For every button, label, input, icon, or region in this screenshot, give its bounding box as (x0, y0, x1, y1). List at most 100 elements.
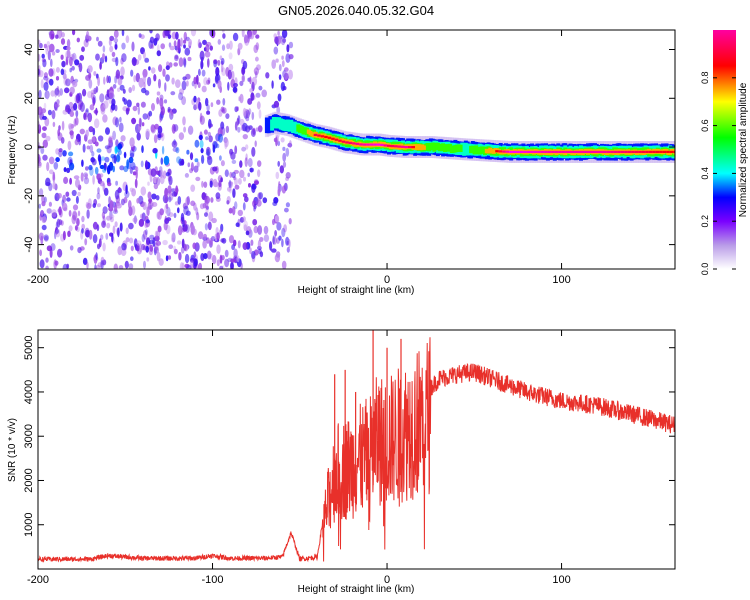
noise-blob (123, 151, 127, 159)
snr-y-tick-label: 4000 (23, 380, 35, 404)
noise-blob (196, 212, 200, 221)
noise-blob (131, 117, 137, 125)
noise-blob (195, 74, 199, 85)
noise-blob (102, 168, 107, 173)
noise-blob (65, 104, 70, 113)
noise-blob (125, 108, 130, 115)
noise-blob (152, 176, 158, 184)
noise-blob (244, 157, 248, 168)
signal-peak (568, 150, 572, 153)
noise-blob (50, 90, 55, 97)
noise-blob (120, 135, 126, 142)
noise-blob (244, 35, 250, 46)
noise-blob (45, 135, 51, 142)
noise-blob (220, 106, 225, 113)
noise-blob (249, 247, 252, 255)
noise-blob (154, 235, 160, 242)
noise-blob (171, 237, 176, 243)
noise-blob (92, 234, 98, 244)
noise-blob (68, 225, 73, 232)
noise-blob (75, 110, 79, 118)
noise-blob (95, 264, 101, 269)
noise-blob (95, 252, 98, 261)
signal-peak (593, 150, 597, 153)
signal-peak (617, 150, 621, 153)
noise-blob (75, 195, 79, 204)
noise-blob (167, 106, 171, 112)
snr-line (38, 337, 675, 563)
snr-plot-area (38, 330, 675, 569)
noise-blob (242, 64, 245, 74)
noise-blob (285, 147, 290, 157)
noise-blob (94, 141, 99, 147)
noise-blob (150, 67, 156, 74)
noise-blob (95, 73, 99, 79)
noise-blob (119, 165, 125, 171)
spectrogram-y-axis-label: Frequency (Hz) (7, 116, 18, 185)
noise-blob (106, 165, 111, 175)
noise-blob (247, 172, 250, 177)
noise-blob (212, 166, 218, 172)
colorbar-tick-label: 0.0 (700, 263, 710, 276)
noise-blob (86, 30, 90, 40)
noise-blob (45, 257, 49, 263)
noise-blob (216, 99, 221, 105)
noise-blob (212, 254, 217, 265)
signal-peak (631, 150, 635, 153)
noise-blob (221, 30, 225, 33)
noise-blob (39, 249, 42, 257)
noise-blob (205, 44, 210, 53)
noise-blob (102, 114, 108, 123)
noise-blob (201, 154, 205, 164)
noise-blob (171, 232, 176, 243)
noise-blob (198, 68, 201, 76)
signal-peak (673, 150, 675, 153)
noise-blob (221, 107, 227, 114)
noise-blob (164, 82, 167, 92)
noise-blob (140, 160, 144, 168)
noise-blob (114, 204, 118, 213)
noise-blob (146, 237, 151, 246)
noise-blob (144, 160, 149, 170)
noise-blob (71, 189, 77, 197)
noise-blob (231, 244, 236, 251)
noise-blob (54, 87, 60, 96)
noise-blob (190, 224, 196, 235)
noise-blob (97, 135, 104, 142)
snr-x-tick-label: 0 (384, 574, 390, 586)
noise-blob (160, 106, 165, 116)
noise-blob (118, 122, 124, 133)
noise-blob (207, 221, 212, 231)
noise-blob (105, 127, 110, 135)
noise-blob (165, 65, 170, 71)
noise-blob (100, 156, 106, 161)
noise-blob (185, 210, 191, 216)
noise-blob (42, 115, 47, 120)
noise-blob (183, 39, 187, 44)
signal-peak (582, 150, 586, 153)
noise-blob (250, 128, 256, 137)
noise-blob (88, 79, 93, 89)
snr-x-tick-label: -200 (27, 574, 49, 586)
noise-blob (103, 100, 109, 109)
noise-blob (103, 162, 107, 171)
noise-blob (89, 144, 94, 153)
noise-blob (53, 259, 57, 269)
snr-panel: -200 -100 0 100 1000 2000 3000 4000 5000 Height … (7, 329, 676, 595)
noise-blob (125, 184, 128, 195)
noise-blob (82, 143, 86, 153)
noise-blob (85, 129, 89, 138)
noise-blob (154, 246, 159, 254)
noise-blob (149, 204, 152, 210)
signal-peak (348, 141, 353, 144)
noise-blob (283, 224, 287, 233)
noise-blob (186, 80, 189, 87)
noise-blob (180, 212, 185, 222)
noise-blob (233, 83, 238, 88)
noise-blob (221, 255, 225, 261)
noise-blob (106, 75, 109, 84)
noise-blob (178, 251, 182, 261)
noise-blob (227, 69, 232, 80)
noise-blob (234, 184, 240, 190)
